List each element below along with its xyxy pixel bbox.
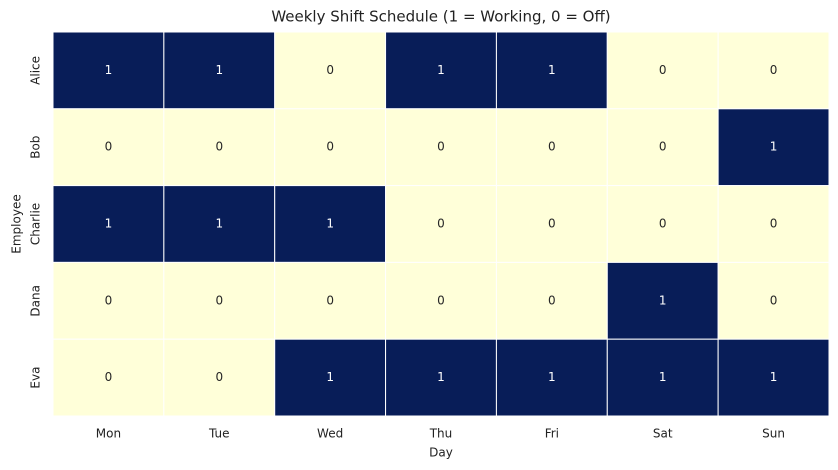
heatmap-cell [717, 185, 830, 263]
y-tick-label: Dana [29, 285, 43, 317]
cell-label: 1 [548, 370, 556, 384]
x-tick-label: Wed [317, 427, 343, 441]
x-axis-label: Day [429, 446, 453, 460]
cell-label: 0 [659, 217, 667, 231]
heatmap-cell [163, 31, 276, 110]
x-tick-label: Thu [429, 427, 453, 441]
heatmap-cell [385, 261, 497, 340]
heatmap-cell [274, 338, 387, 417]
x-tick-label: Mon [96, 427, 121, 441]
cell-label: 0 [105, 370, 113, 384]
heatmap-cell [495, 31, 608, 110]
cell-label: 0 [770, 293, 778, 307]
cell-label: 0 [215, 140, 223, 154]
heatmap-cell [385, 31, 497, 110]
chart-title: Weekly Shift Schedule (1 = Working, 0 = … [271, 8, 610, 26]
x-tick-label: Sun [762, 427, 785, 441]
y-axis-label: Employee [10, 194, 24, 253]
y-tick-label: Bob [29, 136, 43, 159]
heatmap-cell [606, 108, 719, 187]
cell-label: 0 [659, 140, 667, 154]
heatmap-cell [163, 261, 276, 340]
cell-label: 0 [770, 63, 778, 77]
cell-label: 0 [437, 140, 445, 154]
cell-label: 1 [659, 293, 667, 307]
cell-label: 0 [770, 217, 778, 231]
x-tick-label: Fri [545, 427, 559, 441]
cell-label: 1 [105, 63, 113, 77]
cell-label: 0 [105, 293, 113, 307]
cell-label: 1 [437, 370, 445, 384]
heatmap-cell [606, 31, 719, 110]
heatmap-cell [52, 108, 165, 187]
cell-label: 0 [105, 140, 113, 154]
heatmap-cell [717, 108, 830, 187]
cell-label: 0 [326, 293, 334, 307]
cell-label: 0 [548, 140, 556, 154]
cell-label: 0 [326, 63, 334, 77]
heatmap-cell [52, 261, 165, 340]
cell-label: 0 [437, 217, 445, 231]
heatmap-cell [495, 108, 608, 187]
x-tick-label: Sat [653, 427, 673, 441]
heatmap-cell [274, 185, 387, 263]
cell-label: 0 [659, 63, 667, 77]
cell-label: 1 [659, 370, 667, 384]
y-tick-label: Charlie [29, 203, 43, 245]
heatmap-cell [606, 185, 719, 263]
heatmap-cell [385, 185, 497, 263]
cell-label: 1 [548, 63, 556, 77]
x-tick-label: Tue [208, 427, 230, 441]
cell-label: 1 [326, 217, 334, 231]
heatmap-cell [606, 261, 719, 340]
cell-label: 1 [770, 370, 778, 384]
y-tick-label: Eva [29, 367, 43, 389]
cell-label: 0 [548, 293, 556, 307]
heatmap-cell [274, 108, 387, 187]
heatmap-cell [274, 31, 387, 110]
cell-label: 1 [770, 140, 778, 154]
cell-label: 0 [548, 217, 556, 231]
cell-label: 0 [326, 140, 334, 154]
cell-label: 0 [215, 293, 223, 307]
heatmap-cell [52, 185, 165, 263]
heatmap-cell [606, 338, 719, 417]
cell-label: 1 [437, 63, 445, 77]
cell-label: 1 [215, 217, 223, 231]
heatmap-cell [717, 261, 830, 340]
heatmap-cell [717, 338, 830, 417]
heatmap-cell [52, 338, 165, 417]
cell-label: 1 [326, 370, 334, 384]
cell-label: 1 [105, 217, 113, 231]
heatmap-cell [163, 185, 276, 263]
cell-label: 0 [215, 370, 223, 384]
y-tick-label: Alice [29, 56, 43, 85]
heatmap-cell [495, 185, 608, 263]
cell-label: 1 [215, 63, 223, 77]
heatmap-cell [52, 31, 165, 110]
cell-label: 0 [437, 293, 445, 307]
